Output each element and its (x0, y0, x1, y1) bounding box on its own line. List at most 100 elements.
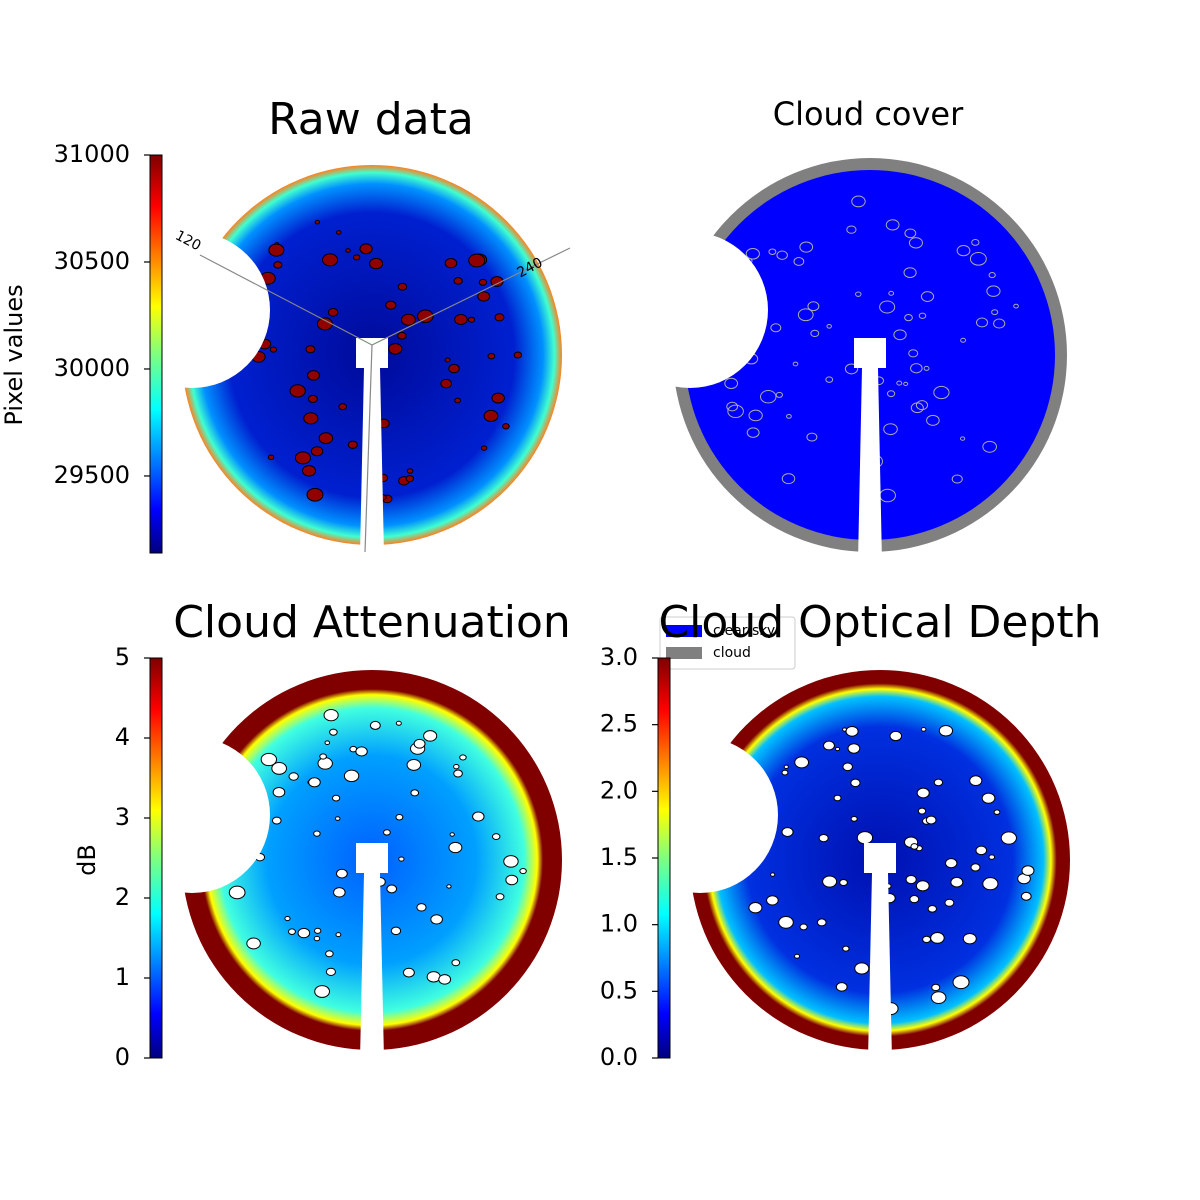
star (975, 845, 988, 856)
star (783, 764, 789, 770)
star (451, 959, 461, 967)
star (745, 248, 760, 260)
star (993, 318, 1006, 329)
star (920, 291, 935, 302)
star (933, 778, 944, 787)
star (816, 918, 827, 927)
star (383, 829, 391, 836)
star (956, 245, 971, 257)
star (335, 932, 342, 938)
colorbar-tick-label: 0 (115, 1043, 130, 1071)
star (467, 316, 476, 323)
star (390, 926, 402, 936)
star (347, 440, 358, 449)
star (806, 432, 818, 442)
azimuth-line (371, 247, 571, 346)
star (1000, 831, 1017, 845)
star (748, 902, 763, 914)
star (297, 927, 311, 939)
colorbar-label: Pixel values (0, 284, 28, 425)
star (793, 953, 801, 959)
star (922, 935, 932, 944)
star (793, 257, 805, 266)
star (359, 243, 373, 255)
star (879, 300, 896, 314)
star (313, 935, 321, 942)
star (334, 816, 341, 821)
star (440, 378, 453, 389)
mast-top (864, 843, 896, 873)
star (301, 465, 317, 477)
star (413, 738, 426, 749)
star (847, 743, 861, 754)
star (318, 432, 334, 445)
star (893, 329, 907, 341)
star (388, 343, 403, 355)
star (314, 219, 321, 225)
star (792, 361, 799, 367)
star (417, 309, 434, 324)
star (926, 414, 940, 426)
star (423, 730, 438, 742)
star (453, 277, 463, 285)
star (397, 331, 407, 340)
colorbar-tick-label: 29500 (54, 461, 130, 489)
mast (360, 368, 384, 555)
star (781, 827, 794, 837)
legend-swatch (666, 625, 702, 637)
star (903, 267, 917, 278)
colorbar-tick-label: 30500 (54, 247, 130, 275)
mast-top (854, 338, 886, 368)
star (854, 962, 870, 975)
colorbar-tick-label: 2 (115, 883, 130, 911)
star (846, 225, 857, 234)
star (727, 404, 744, 419)
star (406, 759, 422, 771)
horizon-cutout (622, 737, 778, 893)
star (908, 349, 919, 358)
star (818, 833, 829, 843)
star (416, 903, 427, 912)
star (472, 811, 485, 822)
star (810, 329, 820, 338)
star (267, 454, 275, 460)
star (307, 394, 318, 403)
star (927, 904, 937, 913)
star (355, 746, 368, 757)
star (930, 931, 945, 944)
star (306, 487, 324, 502)
panel: Cloud Optical Depth 0.0 0.5 1.0 1.5 2.0 2.5 3.0 (600, 597, 1102, 1071)
star (519, 867, 527, 875)
mast (858, 368, 882, 562)
star (395, 720, 402, 726)
star (969, 775, 983, 787)
star (1021, 865, 1035, 876)
star (915, 880, 930, 892)
star (352, 254, 361, 261)
star (448, 841, 463, 854)
star (228, 885, 246, 900)
star (962, 932, 977, 945)
star (454, 314, 468, 326)
star (770, 872, 776, 877)
colorbar-tick-label: 30000 (54, 354, 130, 382)
star (778, 916, 794, 929)
colorbar-tick-label: 5 (115, 643, 130, 671)
star (338, 403, 347, 411)
star (797, 308, 814, 322)
star (944, 858, 958, 869)
star (910, 363, 923, 374)
star (430, 914, 443, 925)
star (944, 898, 955, 907)
star (917, 807, 927, 815)
star (322, 253, 339, 267)
panel-title: Cloud Optical Depth (658, 597, 1101, 648)
horizon-cutout (114, 737, 270, 893)
legend: clear sky cloud (659, 616, 796, 670)
star (916, 787, 930, 799)
star (835, 982, 848, 992)
star (272, 787, 286, 798)
star (766, 895, 779, 906)
star (325, 967, 336, 976)
star (271, 816, 282, 825)
